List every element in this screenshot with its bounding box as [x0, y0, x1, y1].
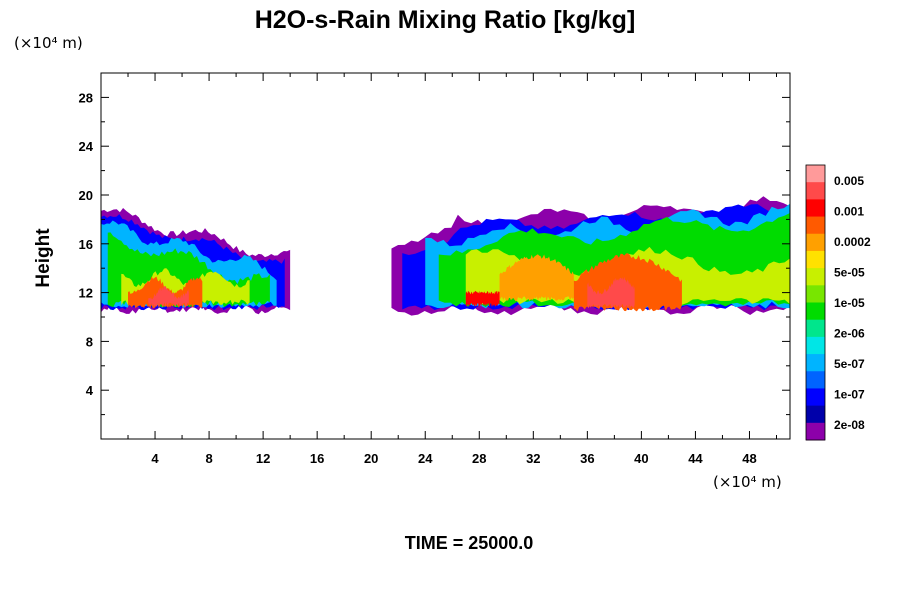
x-tick-label: 32 — [526, 451, 540, 466]
colorbar: 0.005 0.001 0.0002 5e-05 1e-05 2e-06 5e-07 1e-0… — [805, 164, 871, 441]
colorbar-swatch — [806, 233, 825, 252]
x-tick-label: 16 — [310, 451, 324, 466]
colorbar-swatch — [806, 422, 825, 441]
colorbar-swatch — [806, 285, 825, 303]
plot-area — [100, 72, 791, 440]
mixing-ratio-field — [101, 196, 790, 316]
x-unit-label: (×10⁴ m) — [713, 473, 782, 491]
y-tick-label: 16 — [79, 237, 93, 252]
colorbar-swatch — [806, 268, 825, 286]
y-tick-label: 20 — [79, 188, 93, 203]
colorbar-label: 1e-07 — [834, 388, 865, 402]
colorbar-label: 2e-08 — [834, 418, 865, 432]
x-tick-label: 36 — [580, 451, 594, 466]
right-layer-orange-a — [499, 254, 574, 302]
x-tick-label: 28 — [472, 451, 486, 466]
colorbar-label: 2e-06 — [834, 327, 865, 341]
x-tick-label: 40 — [634, 451, 648, 466]
y-tick-label: 4 — [86, 383, 94, 398]
left-layer-core — [148, 285, 189, 308]
right-layer-cell — [465, 290, 500, 307]
y-unit-label: (×10⁴ m) — [14, 34, 83, 52]
y-tick-label: 12 — [79, 286, 93, 301]
y-tick-label: 28 — [79, 90, 93, 105]
x-tick-label: 48 — [742, 451, 756, 466]
colorbar-swatch — [806, 302, 825, 321]
colorbar-swatch — [806, 182, 825, 200]
x-tick-label: 12 — [256, 451, 270, 466]
colorbar-frame — [805, 164, 826, 441]
colorbar-swatch — [806, 319, 825, 338]
colorbar-swatch — [806, 354, 825, 372]
colorbar-swatch — [806, 388, 825, 407]
colorbar-label: 5e-07 — [834, 357, 865, 371]
x-axis: 4 8 12 16 20 24 28 32 36 40 44 48 — [127, 73, 777, 466]
x-tick-label: 20 — [364, 451, 378, 466]
y-tick-label: 24 — [79, 139, 94, 154]
colorbar-label: 0.0002 — [834, 235, 871, 249]
x-tick-label: 4 — [151, 451, 159, 466]
colorbar-swatch — [806, 405, 825, 424]
colorbar-label: 5e-05 — [834, 266, 865, 280]
colorbar-label: 0.001 — [834, 205, 864, 219]
colorbar-label: 1e-05 — [834, 296, 865, 310]
x-tick-label: 44 — [688, 451, 703, 466]
colorbar-swatch — [806, 250, 825, 269]
colorbar-swatch — [806, 371, 825, 389]
x-tick-label: 8 — [205, 451, 212, 466]
chart-title: H2O-s-Rain Mixing Ratio [kg/kg] — [255, 6, 636, 34]
right-layer-core — [587, 276, 635, 309]
y-axis-label: Height — [33, 228, 54, 288]
colorbar-swatch — [806, 199, 825, 218]
colorbar-swatch — [806, 216, 825, 235]
y-axis: 4 8 12 16 20 24 28 — [79, 90, 790, 416]
y-tick-label: 8 — [86, 334, 93, 349]
colorbar-swatch — [806, 336, 825, 355]
colorbar-swatch — [806, 165, 825, 183]
x-tick-label: 24 — [418, 451, 433, 466]
time-label: TIME = 25000.0 — [405, 533, 534, 553]
plot-frame — [100, 72, 791, 440]
colorbar-label: 0.005 — [834, 174, 864, 188]
